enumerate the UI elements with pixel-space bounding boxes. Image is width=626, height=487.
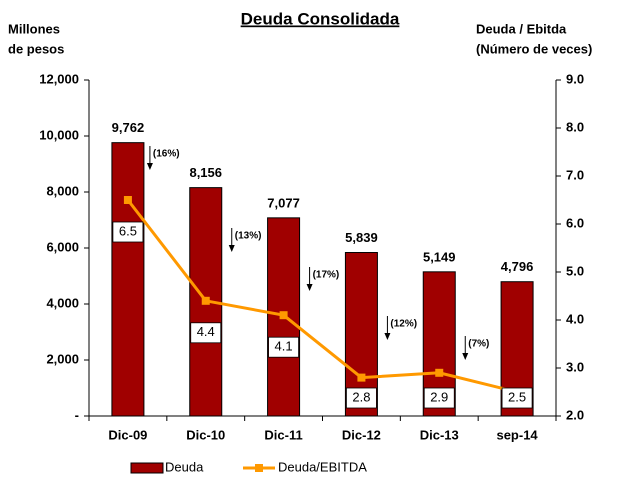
bar-value-label: 9,762 xyxy=(112,120,145,135)
annotation: (13%) xyxy=(235,231,262,242)
y-tick-label: 12,000 xyxy=(39,71,79,86)
annotation-arrowhead xyxy=(228,245,235,252)
y2-tick-label: 3.0 xyxy=(566,359,584,374)
y-tick-label: 6,000 xyxy=(46,239,79,254)
bar-value-label: 4,796 xyxy=(501,259,534,274)
legend-swatch xyxy=(255,464,263,472)
line-marker xyxy=(123,196,132,204)
line-value-label: 2.8 xyxy=(352,389,370,404)
annotation-arrowhead xyxy=(306,284,313,291)
line-marker xyxy=(201,296,210,305)
annotation: (7%) xyxy=(468,339,489,350)
value-label-box xyxy=(112,221,144,243)
annotation: (17%) xyxy=(313,270,340,281)
y2-tick-label: 2.0 xyxy=(566,407,584,422)
annotation: (12%) xyxy=(390,319,417,330)
annotation-arrowhead xyxy=(146,163,153,170)
value-label-box xyxy=(346,387,377,409)
x-tick-label: Dic-10 xyxy=(186,427,225,442)
y-axis-label: de pesos xyxy=(8,41,64,56)
line-value-label: 4.4 xyxy=(197,324,215,339)
line-value-label: 2.9 xyxy=(430,389,448,404)
x-tick-label: Dic-09 xyxy=(108,427,147,442)
value-label-box xyxy=(501,387,533,409)
y-tick-label: 8,000 xyxy=(46,183,79,198)
y2-axis-label: Deuda / Ebitda xyxy=(476,21,567,36)
line-marker xyxy=(357,373,366,382)
bar-value-label: 5,149 xyxy=(423,249,456,264)
legend-label: Deuda/EBITDA xyxy=(278,459,367,474)
bar xyxy=(111,142,145,417)
line-marker xyxy=(279,311,288,320)
x-tick-label: Dic-12 xyxy=(342,427,381,442)
y-tick-label: 10,000 xyxy=(39,127,79,142)
line-value-label: 2.5 xyxy=(508,389,526,404)
y2-tick-label: 9.0 xyxy=(566,71,584,86)
bar-value-label: 5,839 xyxy=(345,230,378,245)
x-tick-label: Dic-11 xyxy=(264,427,302,442)
y2-tick-label: 5.0 xyxy=(566,263,584,278)
x-tick-label: Dic-13 xyxy=(420,427,459,442)
bar-value-label: 7,077 xyxy=(267,195,300,210)
line-value-label: 4.1 xyxy=(275,339,293,354)
x-tick-label: sep-14 xyxy=(496,427,538,442)
value-label-box xyxy=(268,336,299,358)
line-value-label: 6.5 xyxy=(119,223,137,238)
legend-label: Deuda xyxy=(165,459,204,474)
chart-title: Deuda Consolidada xyxy=(241,9,400,28)
annotation: (16%) xyxy=(153,149,180,160)
y-tick-label: - xyxy=(75,407,79,422)
y2-tick-label: 4.0 xyxy=(566,311,584,326)
value-label-box xyxy=(423,387,455,409)
line xyxy=(126,199,518,394)
y2-tick-label: 6.0 xyxy=(566,215,584,230)
y2-tick-label: 8.0 xyxy=(566,119,584,134)
annotation-arrowhead xyxy=(384,333,391,340)
annotation-arrowhead xyxy=(462,353,469,360)
y-tick-label: 2,000 xyxy=(46,351,79,366)
y-axis-label: Millones xyxy=(8,21,60,36)
legend-swatch xyxy=(130,462,164,474)
y-tick-label: 4,000 xyxy=(46,295,79,310)
y2-axis-label: (Número de veces) xyxy=(476,41,592,56)
line-marker xyxy=(435,368,444,377)
value-label-box xyxy=(190,322,222,344)
bar-value-label: 8,156 xyxy=(189,165,222,180)
y2-tick-label: 7.0 xyxy=(566,167,584,182)
